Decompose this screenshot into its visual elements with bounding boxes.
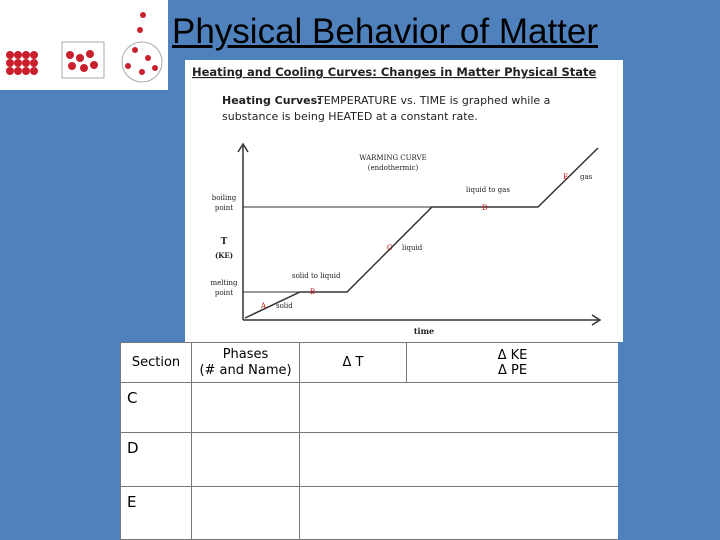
point-label: liquid xyxy=(402,244,423,252)
phase-table: Section Phases (# and Name) Δ T Δ KEΔ PE … xyxy=(120,341,618,540)
point-label: solid xyxy=(276,302,293,310)
point-label: solid to liquid xyxy=(292,272,341,280)
melting-label: melting xyxy=(210,279,238,287)
point-label: liquid to gas xyxy=(466,186,510,194)
row: E xyxy=(120,485,618,540)
point-letter: B xyxy=(310,288,315,296)
boiling-label: point xyxy=(215,204,233,212)
header-cell: Δ T xyxy=(299,341,407,384)
cell xyxy=(299,432,618,487)
cell xyxy=(299,382,618,434)
graph-title: WARMING CURVE xyxy=(359,154,427,162)
point-label: gas xyxy=(580,173,593,181)
point-letter: C xyxy=(387,244,392,252)
y-label: T xyxy=(221,237,228,247)
section-cell: C xyxy=(120,382,192,434)
row: D xyxy=(120,432,618,487)
description-lead: Heating Curves: xyxy=(222,94,322,107)
y-sublabel: (KE) xyxy=(215,251,233,260)
boiling-label: boiling xyxy=(212,194,237,202)
header-text: Phases xyxy=(222,346,269,362)
x-label: time xyxy=(414,326,434,336)
header-text: Δ KE xyxy=(497,347,528,363)
cell xyxy=(299,485,618,540)
row: C xyxy=(120,382,618,434)
cell xyxy=(191,432,300,487)
graph-subtitle: (endothermic) xyxy=(368,164,419,172)
point-letter: A xyxy=(260,302,267,310)
description-line: TEMPERATURE vs. TIME is graphed while a xyxy=(316,94,550,107)
point-letter: E xyxy=(563,173,568,181)
header-cell: Δ KEΔ PE xyxy=(406,341,618,384)
point-letter: D xyxy=(482,204,488,212)
header-row: Section Phases (# and Name) Δ T Δ KEΔ PE xyxy=(120,341,618,384)
figure-heading: Heating and Cooling Curves: Changes in M… xyxy=(192,65,597,79)
section-cell: D xyxy=(120,432,192,487)
header-text: Δ PE xyxy=(497,362,528,378)
molecule-image xyxy=(0,0,168,90)
heating-curve-figure: Heating and Cooling Curves: Changes in M… xyxy=(185,60,623,342)
cell xyxy=(191,485,300,540)
header-cell: Section xyxy=(120,341,192,384)
slide-title: Physical Behavior of Matter xyxy=(172,12,599,51)
header-cell: Phases (# and Name) xyxy=(191,341,300,384)
description-line: substance is being HEATED at a constant … xyxy=(222,110,478,123)
melting-label: point xyxy=(215,289,233,297)
header-text: (# and Name) xyxy=(199,362,292,378)
cell xyxy=(191,382,300,434)
section-cell: E xyxy=(120,485,192,540)
